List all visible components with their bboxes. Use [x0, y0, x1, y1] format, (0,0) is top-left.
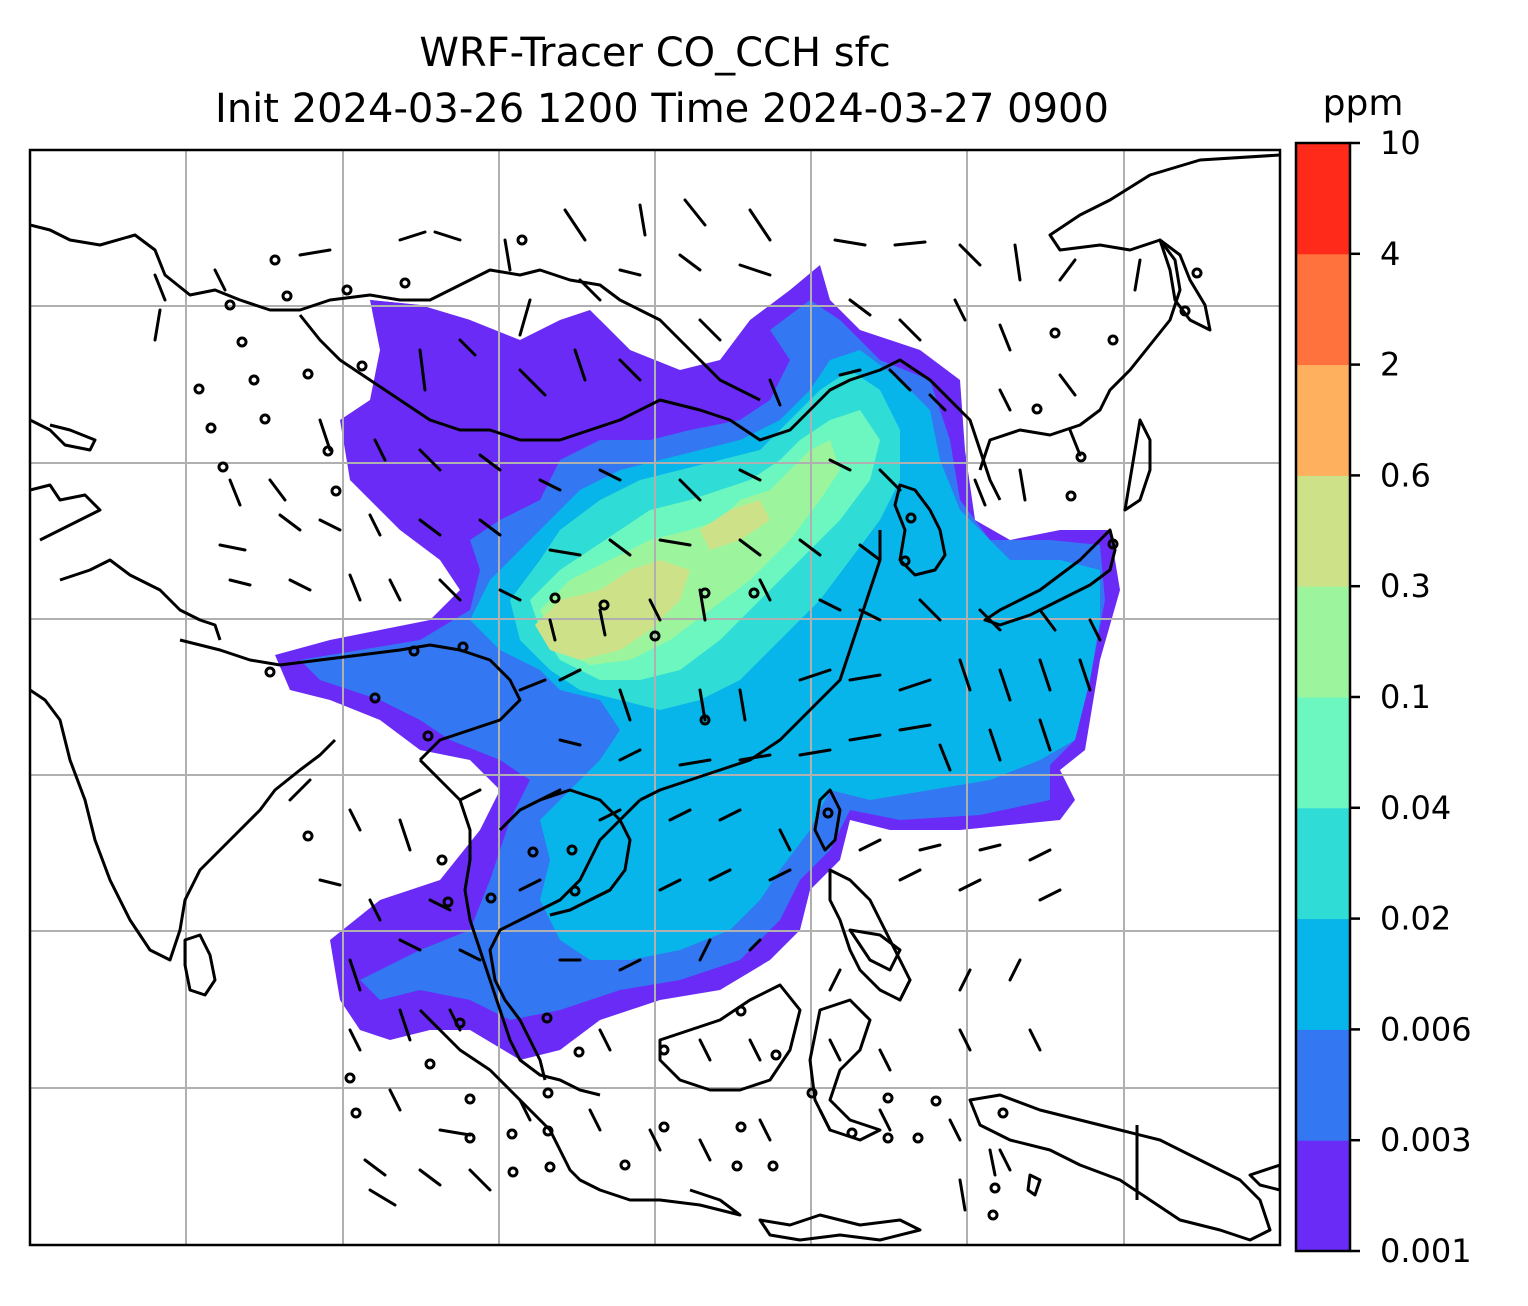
colorbar-tick-label: 2	[1380, 346, 1400, 384]
colorbar-tick-label: 0.6	[1380, 456, 1431, 494]
colorbar-tick-label: 0.006	[1380, 1010, 1472, 1048]
colorbar-tick-label: 10	[1380, 124, 1421, 162]
field-patch-northwest	[370, 300, 470, 330]
coastlines	[30, 153, 1280, 1242]
colorbar-segment	[1296, 1140, 1350, 1252]
colorbar-segment	[1296, 364, 1350, 476]
colorbar-tick-label: 0.02	[1380, 900, 1451, 938]
field-patch-west	[560, 320, 690, 400]
colorbar-segment	[1296, 807, 1350, 920]
colorbar-segment	[1296, 586, 1350, 698]
field-band-03	[535, 560, 690, 660]
colorbar-segment	[1296, 475, 1350, 587]
map-panel	[30, 150, 1280, 1245]
colorbar-tick-label: 0.04	[1380, 789, 1451, 827]
colorbar-segment	[1296, 697, 1350, 809]
colorbar-unit: ppm	[1323, 83, 1404, 124]
wind-barbs	[153, 198, 1142, 1212]
colorbar-tick-label: 0.3	[1380, 567, 1431, 605]
colorbar-tick-label: 4	[1380, 235, 1400, 273]
calm-wind-markers	[193, 234, 1203, 1221]
title-line-1: WRF-Tracer CO_CCH sfc	[419, 30, 890, 76]
colorbar-segment	[1296, 1029, 1350, 1141]
gridlines	[30, 150, 1280, 1245]
colorbar-tick-label: 0.003	[1380, 1121, 1472, 1159]
colorbar-segment	[1296, 143, 1350, 255]
colorbar: 0.001 0.003 0.006 0.02 0.04 0.1 0.3 0.6 2 4 10	[1294, 124, 1472, 1270]
colorbar-tick-label: 0.001	[1380, 1232, 1472, 1270]
map-frame	[28, 148, 1282, 1247]
colorbar-segment	[1296, 253, 1350, 366]
colorbar-segment	[1296, 918, 1350, 1030]
title-line-2: Init 2024-03-26 1200 Time 2024-03-27 090…	[215, 86, 1109, 132]
colorbar-tick-label: 0.1	[1380, 678, 1431, 716]
field-band-03-b	[700, 500, 770, 550]
